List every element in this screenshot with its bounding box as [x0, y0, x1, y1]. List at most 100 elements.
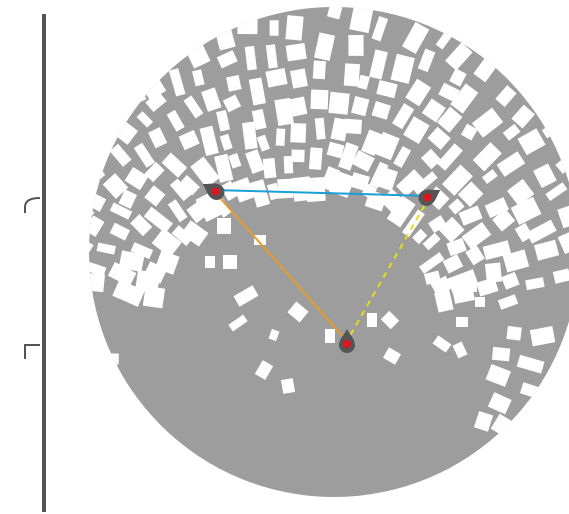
cutout-block — [351, 150, 375, 172]
cutout-block — [39, 437, 59, 457]
cutout-block — [27, 269, 56, 287]
cutout-block — [135, 14, 156, 38]
cutout-block — [89, 260, 107, 277]
cutout-block — [142, 285, 166, 309]
cutout-block — [217, 218, 231, 234]
cutout-block — [0, 370, 9, 390]
marker-right — [418, 189, 441, 206]
cutout-block — [16, 354, 41, 370]
cutout-block — [201, 87, 222, 112]
cutout-block — [228, 152, 242, 169]
cutout-block — [383, 7, 407, 14]
cutout-block — [222, 94, 242, 113]
cutout-block — [274, 97, 294, 126]
cutout-block — [109, 143, 132, 167]
cutout-block — [552, 268, 569, 284]
cutout-block — [326, 141, 345, 159]
marker-left — [202, 183, 225, 200]
cutout-block — [463, 280, 477, 292]
cutout-block — [97, 352, 119, 365]
cutout-block — [92, 376, 114, 390]
cutout-block — [8, 180, 26, 197]
cutout-block — [338, 142, 359, 171]
cutout-block — [89, 199, 95, 223]
cutout-block — [226, 74, 242, 92]
cutout-block — [219, 133, 233, 151]
cutout-block — [183, 95, 204, 119]
cutout-block — [496, 151, 526, 177]
cutout-block — [289, 96, 308, 117]
cutout-block — [401, 21, 430, 54]
cutout-block — [228, 314, 248, 332]
cutout-block — [360, 129, 383, 156]
cutout-block — [19, 451, 37, 470]
cutout-block — [171, 225, 194, 246]
cutout-block — [172, 7, 193, 21]
cutout-block — [178, 129, 200, 151]
cutout-block — [161, 152, 188, 178]
cutout-block — [371, 16, 389, 42]
cutout-block — [456, 317, 468, 327]
cutout-block — [275, 128, 286, 146]
cutout-block — [441, 7, 460, 22]
cutout-block — [249, 179, 271, 208]
cutout-block — [417, 48, 436, 73]
cutout-block — [36, 77, 63, 100]
cutout-block — [151, 228, 182, 258]
cutout-block — [434, 289, 454, 313]
cutout-block — [343, 118, 363, 135]
cutout-block — [167, 199, 188, 223]
cutout-block — [89, 116, 91, 138]
cutout-block — [377, 167, 398, 192]
cutout-block — [461, 221, 492, 250]
cutout-block — [357, 74, 370, 90]
cutout-block — [244, 45, 257, 71]
cutout-block — [245, 149, 265, 174]
cutout-block — [446, 237, 467, 257]
cutout-block — [112, 17, 137, 44]
cutout-block — [237, 13, 258, 35]
cutout-block — [109, 222, 131, 241]
cutout-block — [166, 109, 185, 132]
cutout-block — [516, 354, 545, 374]
cutout-block — [534, 239, 560, 261]
cutout-block — [405, 78, 432, 107]
cutout-block — [277, 178, 294, 199]
cutout-block — [484, 262, 503, 283]
cutout-block — [473, 410, 494, 432]
cutout-block — [0, 260, 24, 281]
cutout-block — [487, 392, 512, 415]
cutout-block — [328, 91, 350, 115]
cutout-block — [290, 68, 308, 89]
cutout-block — [99, 105, 124, 129]
cutout-block — [502, 249, 530, 273]
cutout-block — [143, 206, 174, 234]
cutout-block — [422, 232, 441, 251]
cutout-block — [0, 430, 23, 455]
cutout-block — [24, 421, 50, 439]
cutout-block — [517, 128, 546, 156]
cutout-block — [497, 294, 519, 310]
cutout-block — [291, 149, 305, 163]
cutout-block — [438, 216, 465, 243]
cutout-block — [442, 254, 464, 274]
cutout-block — [420, 148, 442, 170]
cutout-block — [396, 169, 425, 197]
cutout-block — [527, 434, 550, 456]
cutout-block — [168, 68, 186, 97]
cutout-block — [280, 378, 296, 394]
cutout-block — [485, 363, 511, 387]
cutout-block — [89, 129, 109, 147]
cutout-block — [89, 272, 105, 293]
cutout-block — [436, 106, 463, 133]
cutout-block — [148, 38, 170, 63]
cutout-block — [529, 326, 556, 347]
cutout-block — [492, 208, 516, 232]
cutout-block — [430, 275, 453, 297]
cutout-block — [53, 63, 78, 88]
cutout-block — [287, 301, 309, 323]
cutout-field — [0, 0, 569, 470]
cutout-block — [192, 7, 215, 24]
cutout-block — [518, 411, 535, 424]
cutout-block — [133, 142, 156, 168]
